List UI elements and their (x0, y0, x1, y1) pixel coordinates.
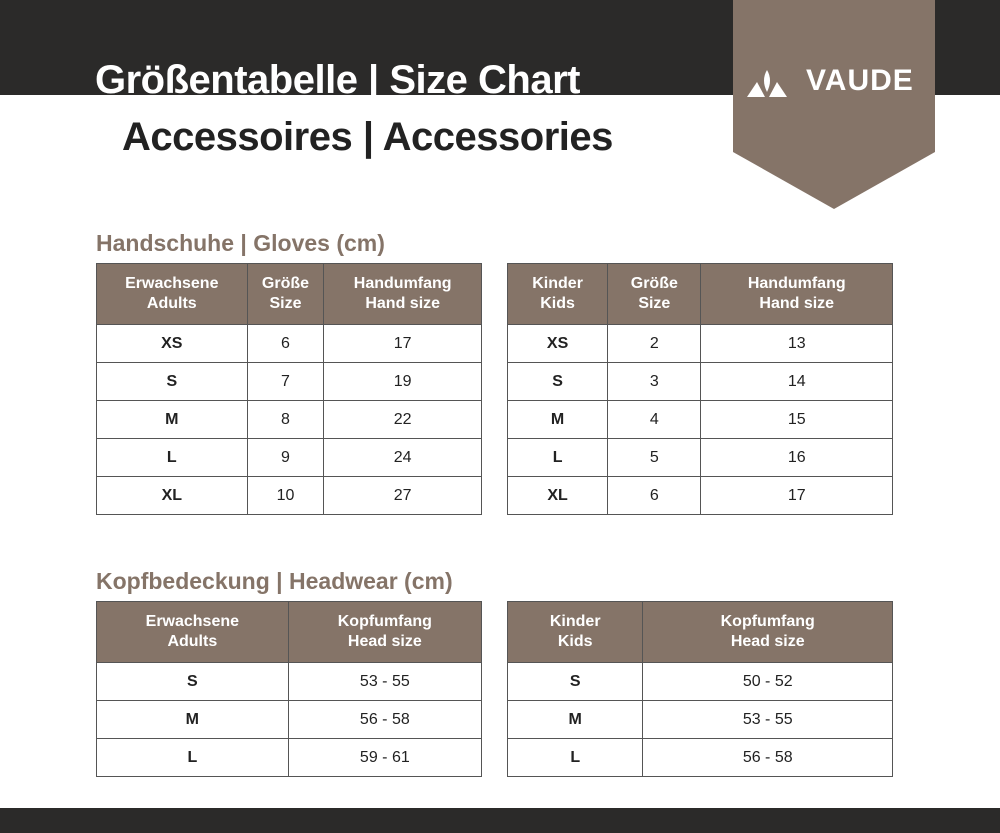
table-cell: 3 (607, 362, 702, 401)
table-cell: XL (96, 476, 248, 515)
header-row: Erwachsene Adults Größe Size Handumfang Hand … (96, 263, 482, 325)
table-row: L 59 - 61 (96, 738, 483, 777)
table-cell: 8 (246, 400, 325, 439)
table-cell: L (96, 438, 248, 477)
headwear-kids-table: Kinder Kids Kopfumfang Head size S 50 - 52 M 53… (506, 601, 893, 777)
table-cell: 24 (323, 438, 482, 477)
brand-badge (733, 0, 935, 209)
table-row: L 56 - 58 (506, 738, 893, 777)
table-cell: 50 - 52 (642, 662, 893, 701)
table-cell: S (506, 362, 609, 401)
table-cell: M (506, 700, 644, 739)
table-row: S 3 14 (506, 362, 893, 401)
table-cell: L (96, 738, 289, 777)
column-header: Erwachsene Adults (96, 601, 289, 663)
table-cell: 2 (607, 324, 702, 363)
column-header: Kinder Kids (506, 263, 609, 325)
vaude-logo-icon (747, 70, 787, 97)
table-cell: 16 (700, 438, 893, 477)
table-cell: 56 - 58 (287, 700, 483, 739)
table-cell: 15 (700, 400, 893, 439)
table-cell: 14 (700, 362, 893, 401)
table-row: S 7 19 (96, 362, 482, 401)
page-title: Größentabelle | Size Chart (95, 58, 580, 95)
table-cell: XL (506, 476, 609, 515)
table-cell: 4 (607, 400, 702, 439)
column-header: Größe Size (246, 263, 325, 325)
gloves-section-title: Handschuhe | Gloves (cm) (96, 230, 385, 256)
table-cell: S (96, 662, 289, 701)
table-row: S 50 - 52 (506, 662, 893, 701)
table-row: M 56 - 58 (96, 700, 483, 739)
header-row: Kinder Kids Größe Size Handumfang Hand size (506, 263, 893, 325)
table-cell: 9 (246, 438, 325, 477)
gloves-adults-table: Erwachsene Adults Größe Size Handumfang Hand … (96, 263, 482, 515)
table-row: M 4 15 (506, 400, 893, 439)
table-cell: 13 (700, 324, 893, 363)
brand-logo-text: VAUDE (806, 64, 914, 97)
table-cell: XS (96, 324, 248, 363)
page-subtitle: Accessoires | Accessories (122, 115, 613, 159)
footer-band (0, 808, 1000, 833)
header-row: Erwachsene Adults Kopfumfang Head size (96, 601, 483, 663)
table-cell: L (506, 738, 644, 777)
table-cell: S (96, 362, 248, 401)
gloves-kids-table: Kinder Kids Größe Size Handumfang Hand size XS… (506, 263, 893, 515)
table-cell: 7 (246, 362, 325, 401)
table-cell: 27 (323, 476, 482, 515)
table-cell: 17 (700, 476, 893, 515)
table-cell: 6 (607, 476, 702, 515)
column-header: Handumfang Hand size (700, 263, 893, 325)
table-cell: 5 (607, 438, 702, 477)
table-cell: XS (506, 324, 609, 363)
headwear-section-title: Kopfbedeckung | Headwear (cm) (96, 568, 453, 594)
table-cell: M (506, 400, 609, 439)
column-header: Größe Size (607, 263, 702, 325)
table-row: XS 2 13 (506, 324, 893, 363)
table-cell: 17 (323, 324, 482, 363)
table-cell: M (96, 400, 248, 439)
table-row: L 5 16 (506, 438, 893, 477)
table-row: M 53 - 55 (506, 700, 893, 739)
table-cell: S (506, 662, 644, 701)
header-row: Kinder Kids Kopfumfang Head size (506, 601, 893, 663)
table-cell: 56 - 58 (642, 738, 893, 777)
table-cell: 53 - 55 (287, 662, 483, 701)
table-row: XL 10 27 (96, 476, 482, 515)
column-header: Kinder Kids (506, 601, 644, 663)
column-header: Kopfumfang Head size (642, 601, 893, 663)
column-header: Kopfumfang Head size (287, 601, 483, 663)
table-cell: 22 (323, 400, 482, 439)
table-cell: 59 - 61 (287, 738, 483, 777)
table-row: S 53 - 55 (96, 662, 483, 701)
table-cell: L (506, 438, 609, 477)
table-row: M 8 22 (96, 400, 482, 439)
table-row: L 9 24 (96, 438, 482, 477)
table-cell: 53 - 55 (642, 700, 893, 739)
table-row: XS 6 17 (96, 324, 482, 363)
table-cell: 19 (323, 362, 482, 401)
column-header: Erwachsene Adults (96, 263, 248, 325)
table-cell: 6 (246, 324, 325, 363)
headwear-adults-table: Erwachsene Adults Kopfumfang Head size S 53 -… (96, 601, 483, 777)
column-header: Handumfang Hand size (323, 263, 482, 325)
table-cell: 10 (246, 476, 325, 515)
table-row: XL 6 17 (506, 476, 893, 515)
table-cell: M (96, 700, 289, 739)
